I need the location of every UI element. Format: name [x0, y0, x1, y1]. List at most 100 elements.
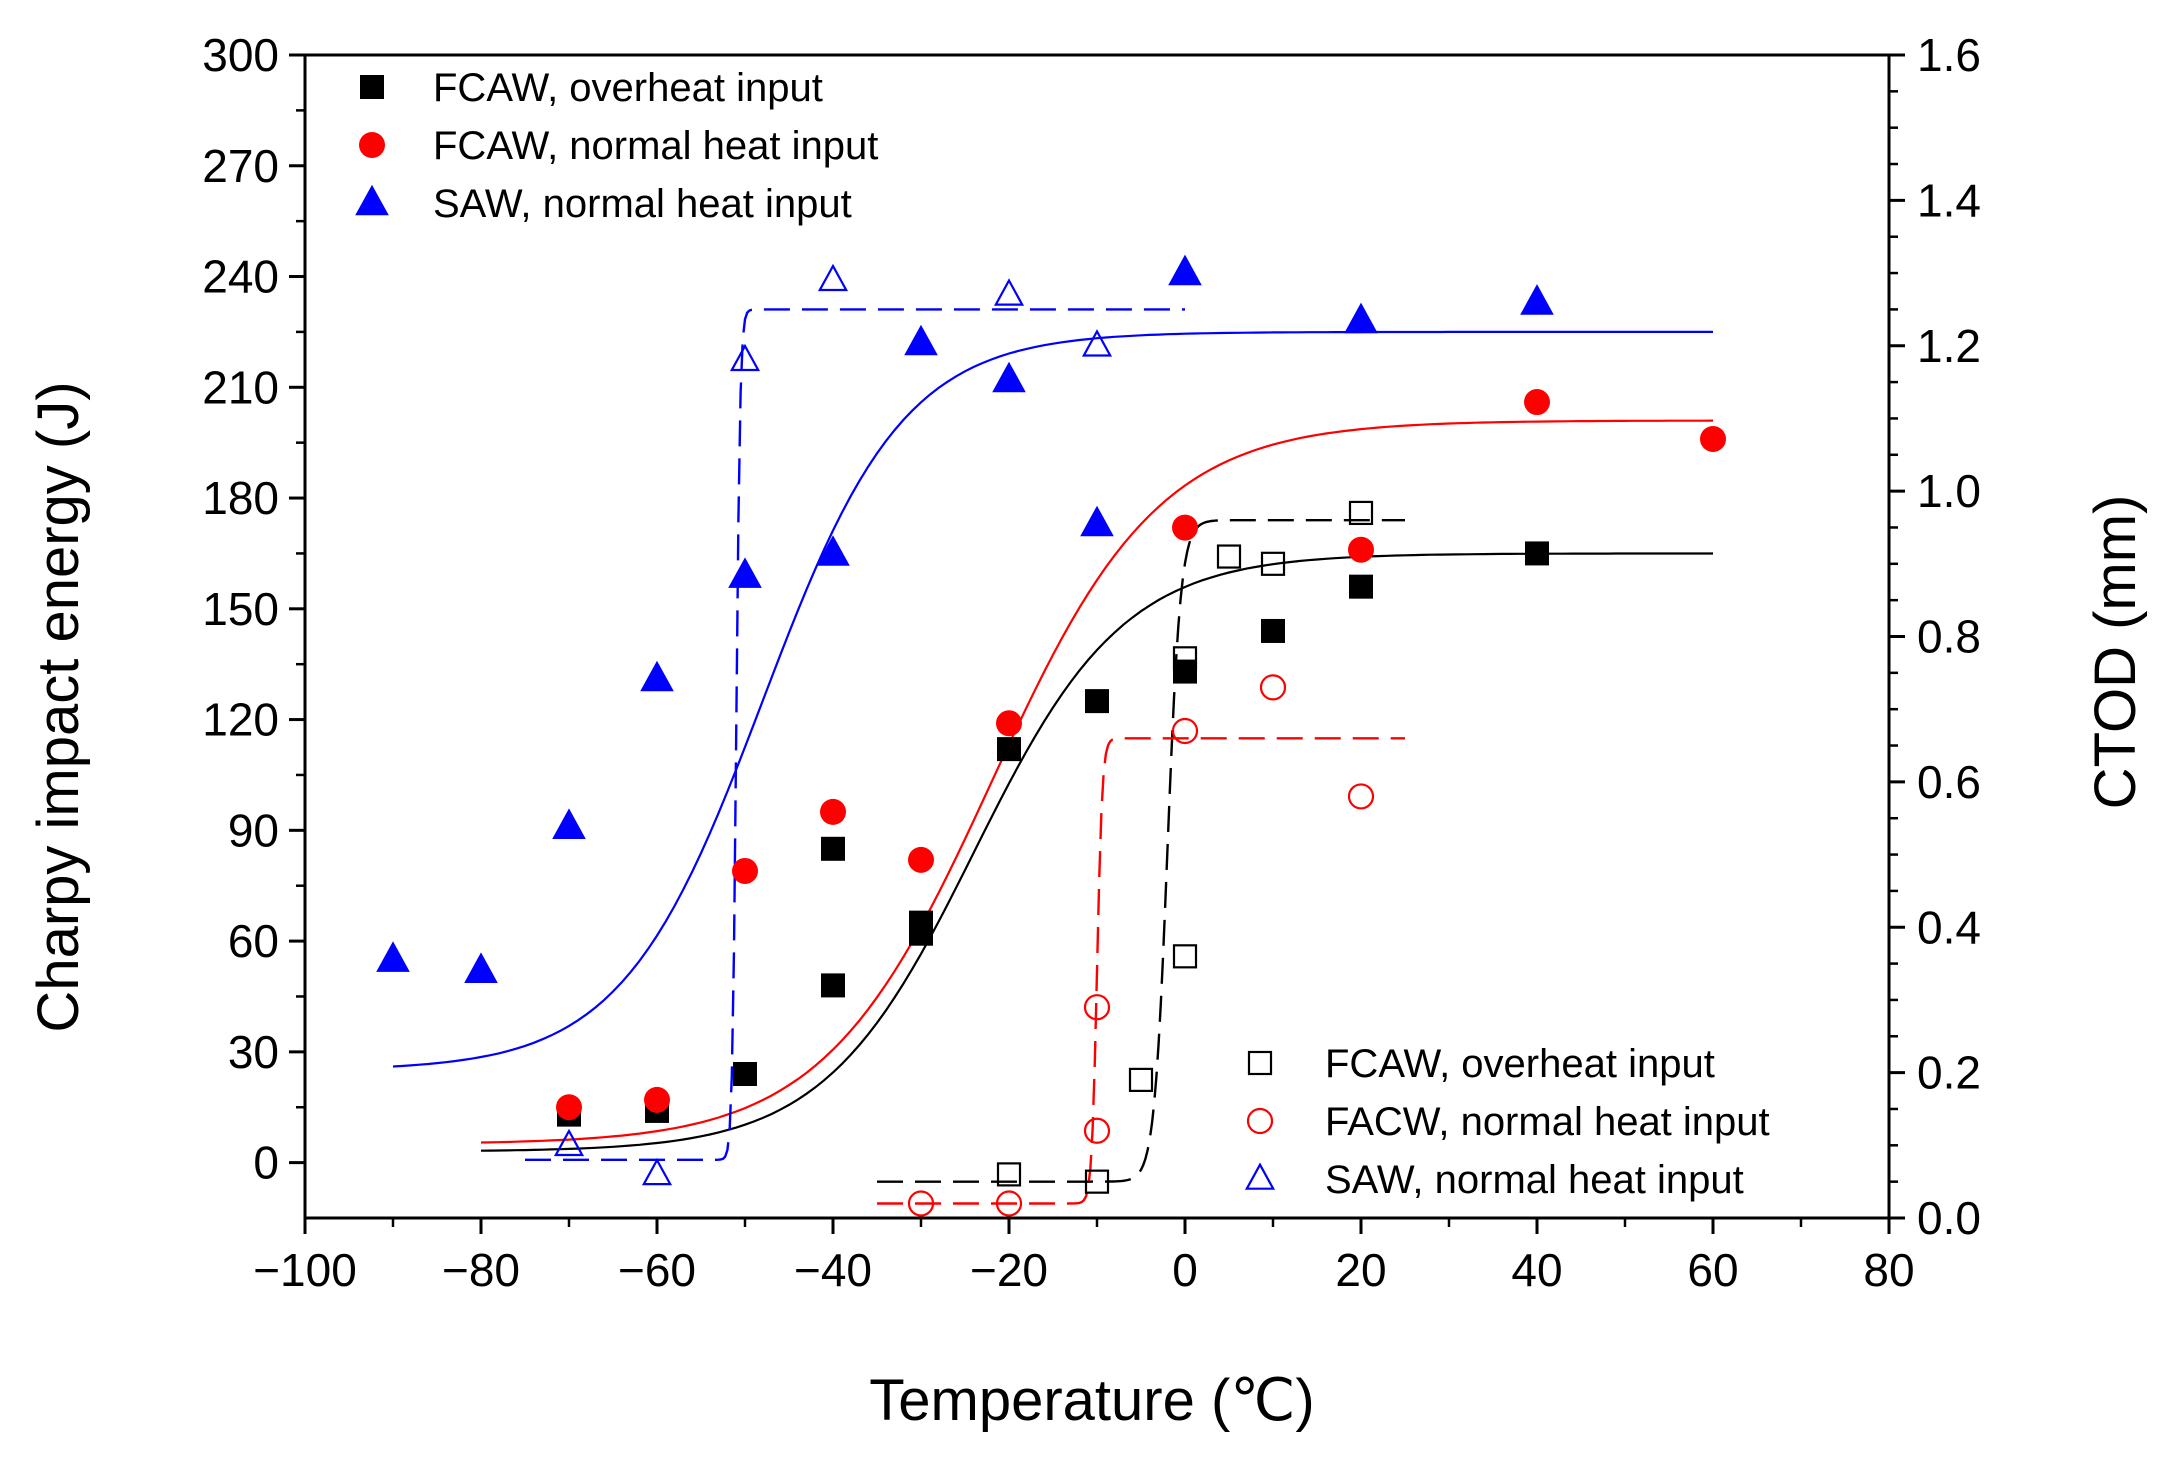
- y-left-tick-label: 60: [228, 915, 279, 967]
- charpy-point-saw-normal-heat-input: [640, 660, 674, 692]
- legend-marker-triangle: [355, 184, 389, 216]
- legend-label: FCAW, overheat input: [433, 66, 823, 110]
- charpy-point-fcaw-overheat-input: [733, 1062, 757, 1087]
- legend-marker-square: [360, 75, 384, 99]
- y-right-tick-label: 1.6: [1917, 29, 1981, 81]
- y-right-tick-label: 1.0: [1917, 465, 1981, 517]
- y-axis-left-title: Charpy impact energy (J): [26, 381, 91, 1032]
- ctod-point-fcaw-overheat-input: [1084, 1169, 1110, 1194]
- x-tick-label: 0: [1172, 1244, 1198, 1296]
- charpy-point-fcaw-normal-heat-input: [556, 1094, 582, 1121]
- charpy-point-fcaw-overheat-input: [821, 836, 845, 861]
- ctod-point-saw-normal-heat-input: [993, 278, 1025, 306]
- y-right-tick-label: 0.4: [1917, 901, 1981, 953]
- ctod-fit-curve: [877, 519, 1405, 1183]
- charpy-point-fcaw-normal-heat-input: [1348, 536, 1374, 563]
- ctod-point-fcaw-overheat-input: [1216, 544, 1242, 569]
- charpy-point-fcaw-normal-heat-input: [732, 857, 758, 884]
- charpy-point-fcaw-overheat-input: [1261, 618, 1285, 643]
- ctod-point-facw-normal-heat-input: [907, 1190, 935, 1217]
- x-tick-label: −20: [970, 1244, 1048, 1296]
- data-points: [376, 254, 1726, 1217]
- charpy-point-fcaw-normal-heat-input: [908, 846, 934, 873]
- ctod-fit-curve: [877, 737, 1405, 1205]
- legend-label: FACW, normal heat input: [1325, 1100, 1770, 1144]
- ctod-point-facw-normal-heat-input: [995, 1190, 1023, 1217]
- x-axis-title: Temperature (℃): [869, 1368, 1314, 1433]
- y-right-tick-label: 1.2: [1917, 320, 1981, 372]
- ctod-point-fcaw-overheat-input: [1172, 944, 1198, 969]
- y-right-tick-label: 0.8: [1917, 611, 1981, 663]
- y-left-tick-label: 150: [202, 583, 279, 635]
- charpy-point-saw-normal-heat-input: [464, 952, 498, 983]
- x-tick-label: −60: [618, 1244, 696, 1296]
- charpy-point-fcaw-normal-heat-input: [820, 798, 846, 825]
- charpy-point-saw-normal-heat-input: [728, 557, 762, 588]
- charpy-point-fcaw-normal-heat-input: [1700, 425, 1726, 452]
- charpy-point-saw-normal-heat-input: [1344, 302, 1378, 334]
- y-left-tick-label: 270: [202, 140, 279, 192]
- ctod-point-facw-normal-heat-input: [1259, 674, 1287, 701]
- charpy-point-fcaw-overheat-input: [1349, 574, 1373, 599]
- ctod-fit-curve: [525, 308, 1185, 1162]
- legend-label: SAW, normal heat input: [433, 182, 852, 226]
- charpy-point-fcaw-overheat-input: [1085, 689, 1109, 714]
- x-tick-label: 80: [1863, 1244, 1914, 1296]
- legend-label: FCAW, overheat input: [1325, 1042, 1715, 1086]
- ctod-point-saw-normal-heat-input: [817, 263, 849, 292]
- ctod-point-fcaw-overheat-input: [1128, 1067, 1154, 1092]
- charpy-point-fcaw-normal-heat-input: [644, 1086, 670, 1113]
- x-tick-label: 20: [1335, 1244, 1386, 1296]
- y-left-tick-label: 180: [202, 472, 279, 524]
- charpy-point-fcaw-overheat-input: [997, 737, 1021, 762]
- legend-marker-open-circle: [1246, 1107, 1274, 1135]
- charpy-point-saw-normal-heat-input: [992, 361, 1026, 393]
- y-left-tick-label: 210: [202, 361, 279, 413]
- y-right-tick-label: 0.0: [1917, 1192, 1981, 1244]
- legend-marker-open-triangle: [1244, 1162, 1276, 1190]
- y-left-tick-label: 300: [202, 29, 279, 81]
- ctod-point-saw-normal-heat-input: [729, 343, 761, 372]
- charpy-fit-curve: [480, 419, 1714, 1144]
- charpy-point-fcaw-overheat-input: [1525, 541, 1549, 566]
- charpy-point-saw-normal-heat-input: [376, 941, 410, 972]
- charpy-point-fcaw-normal-heat-input: [1524, 389, 1550, 416]
- ctod-point-facw-normal-heat-input: [1171, 717, 1199, 745]
- legends: FCAW, overheat input FCAW, normal heat in…: [355, 66, 1770, 1202]
- x-tick-label: 60: [1687, 1244, 1738, 1296]
- y-left-tick-label: 0: [253, 1137, 279, 1189]
- legend-marker-circle: [359, 132, 385, 158]
- ctod-point-saw-normal-heat-input: [1081, 329, 1113, 357]
- charpy-point-fcaw-overheat-input: [821, 973, 845, 998]
- y-left-tick-label: 90: [228, 804, 279, 856]
- legend-marker-open-square: [1247, 1050, 1273, 1076]
- ctod-point-fcaw-overheat-input: [1348, 500, 1374, 526]
- charpy-point-saw-normal-heat-input: [904, 324, 938, 356]
- y-left-tick-label: 120: [202, 694, 279, 746]
- x-tick-label: 40: [1511, 1244, 1562, 1296]
- charpy-point-saw-normal-heat-input: [1520, 284, 1554, 315]
- charpy-point-fcaw-overheat-input: [1173, 659, 1197, 684]
- charpy-point-fcaw-normal-heat-input: [1172, 514, 1198, 541]
- fit-curves: [392, 308, 1714, 1205]
- charpy-fit-curve: [392, 330, 1713, 1068]
- charpy-point-saw-normal-heat-input: [552, 808, 586, 839]
- ctod-point-facw-normal-heat-input: [1347, 783, 1375, 810]
- x-tick-label: −40: [794, 1244, 872, 1296]
- y-left-tick-label: 240: [202, 251, 279, 303]
- legend-label: FCAW, normal heat input: [433, 124, 878, 168]
- charpy-point-saw-normal-heat-input: [1080, 505, 1114, 537]
- plot-frame: −100 −80 −60 −40 −20 0 20 40 60 80 0 30 60 90 120 150 18…: [202, 29, 1981, 1296]
- legend-label: SAW, normal heat input: [1325, 1158, 1744, 1202]
- ctod-point-saw-normal-heat-input: [553, 1128, 585, 1157]
- charpy-point-fcaw-overheat-input: [909, 910, 933, 935]
- ctod-point-fcaw-overheat-input: [1172, 646, 1198, 671]
- y-right-tick-label: 0.2: [1917, 1047, 1981, 1099]
- ctod-point-fcaw-overheat-input: [996, 1162, 1022, 1187]
- charpy-point-fcaw-normal-heat-input: [996, 710, 1022, 737]
- ctod-point-facw-normal-heat-input: [1083, 1117, 1111, 1144]
- ctod-point-fcaw-overheat-input: [1260, 551, 1286, 576]
- charpy-point-saw-normal-heat-input: [816, 535, 850, 566]
- y-right-tick-label: 1.4: [1917, 174, 1981, 226]
